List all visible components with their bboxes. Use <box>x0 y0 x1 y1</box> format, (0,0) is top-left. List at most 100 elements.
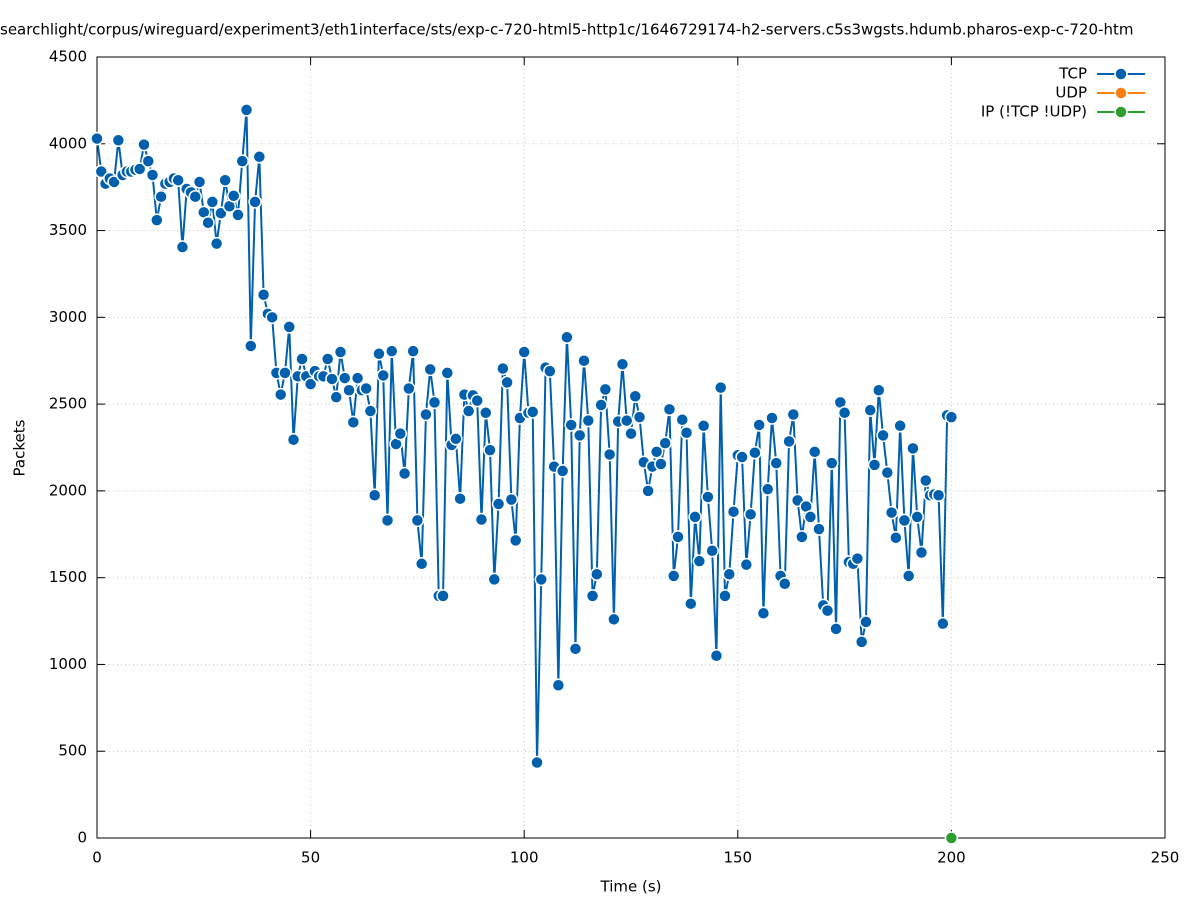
y-tick-label: 2500 <box>49 395 87 413</box>
data-point <box>423 362 437 377</box>
data-point <box>564 418 578 432</box>
data-point <box>470 393 484 408</box>
legend-label: TCP <box>1058 65 1087 83</box>
y-tick-label: 4000 <box>49 134 87 152</box>
data-point <box>662 402 677 417</box>
data-point <box>231 208 245 222</box>
data-point <box>248 195 262 209</box>
data-point <box>769 456 783 470</box>
data-point <box>666 569 681 583</box>
y-tick-label: 1000 <box>49 655 87 673</box>
data-point <box>239 103 254 117</box>
data-point <box>619 413 634 428</box>
data-point <box>884 505 899 520</box>
data-point <box>709 649 724 663</box>
data-point <box>218 173 232 187</box>
data-point <box>602 447 617 462</box>
data-point <box>654 457 668 471</box>
x-tick-label: 100 <box>510 849 539 867</box>
y-tick-label: 500 <box>58 742 87 760</box>
data-point <box>671 530 685 544</box>
data-point <box>863 403 877 417</box>
legend-label: IP (!TCP !UDP) <box>981 103 1087 121</box>
data-point <box>342 383 356 397</box>
data-point <box>572 428 587 443</box>
data-point <box>679 425 694 440</box>
data-point <box>803 510 818 524</box>
data-point <box>641 484 655 498</box>
data-point <box>282 320 296 334</box>
data-point <box>893 419 907 433</box>
y-tick-label: 4500 <box>49 48 87 66</box>
data-point <box>543 364 557 378</box>
x-tick-label: 50 <box>301 849 320 867</box>
data-point <box>906 441 920 456</box>
data-point <box>850 551 865 566</box>
data-point <box>936 616 950 631</box>
data-point <box>175 240 190 254</box>
x-tick-label: 200 <box>937 849 966 867</box>
y-tick-label: 1500 <box>49 568 87 586</box>
data-point <box>585 589 600 603</box>
data-point <box>658 436 672 450</box>
data-point <box>778 576 792 591</box>
data-point <box>534 572 549 587</box>
y-axis-label: Packets <box>11 419 29 476</box>
data-point <box>568 642 583 656</box>
data-point <box>320 352 335 366</box>
data-point <box>594 398 608 412</box>
data-point <box>615 357 630 371</box>
data-point <box>500 375 514 390</box>
data-point <box>718 589 732 603</box>
data-point <box>453 491 467 506</box>
data-point <box>919 473 933 488</box>
data-point <box>295 352 309 366</box>
data-point <box>132 162 147 176</box>
data-point <box>252 150 267 164</box>
data-point <box>359 381 373 396</box>
data-point <box>825 456 839 470</box>
data-point <box>722 567 737 581</box>
legend-marker <box>1114 67 1128 81</box>
data-point <box>555 464 570 478</box>
data-point <box>393 426 408 441</box>
data-point <box>876 428 890 443</box>
data-point <box>414 557 429 571</box>
data-point <box>367 488 382 502</box>
data-point <box>111 133 126 148</box>
data-point <box>829 622 843 636</box>
chart-title: searchlight/corpus/wireguard/experiment3… <box>0 21 1133 39</box>
data-point <box>901 569 916 583</box>
x-axis-label: Time (s) <box>600 878 662 896</box>
data-point <box>461 404 476 418</box>
x-tick-label: 0 <box>92 849 102 867</box>
data-point <box>137 137 151 152</box>
data-point <box>273 387 288 402</box>
data-point <box>872 383 886 397</box>
data-point <box>525 405 540 419</box>
data-point <box>214 206 228 220</box>
data-point <box>94 164 109 179</box>
data-point <box>867 458 882 472</box>
data-point <box>205 195 220 209</box>
data-point <box>406 344 420 358</box>
data-point <box>692 554 707 568</box>
data-point <box>303 377 318 391</box>
data-point <box>713 380 728 395</box>
data-point <box>496 361 510 376</box>
data-point <box>517 345 531 359</box>
data-point <box>385 344 399 358</box>
data-point <box>419 407 433 422</box>
data-point <box>607 612 621 627</box>
data-point <box>376 368 390 383</box>
data-point <box>141 154 156 168</box>
data-point <box>150 213 164 227</box>
data-point <box>504 492 519 507</box>
data-point <box>701 490 715 504</box>
x-tick-label: 250 <box>1151 849 1180 867</box>
data-point <box>449 432 463 446</box>
data-point <box>286 432 301 447</box>
data-point <box>235 154 249 168</box>
data-point <box>256 288 271 302</box>
